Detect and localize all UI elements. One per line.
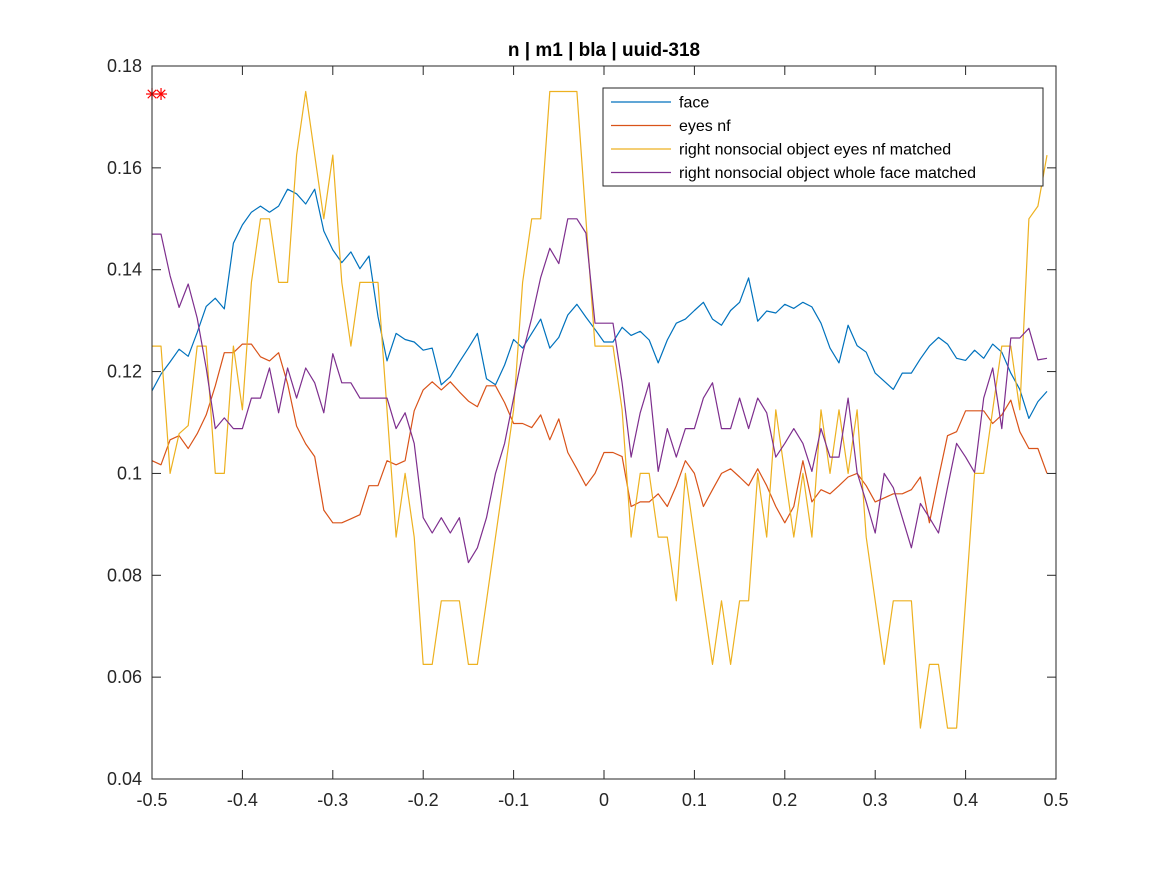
series-line-1 xyxy=(151,188,1048,419)
y-tick-label: 0.12 xyxy=(107,362,142,382)
legend-label: face xyxy=(679,95,709,112)
x-tick-label: 0.4 xyxy=(953,790,978,810)
x-tick-label: -0.5 xyxy=(136,790,167,810)
legend-entry: right nonsocial object eyes nf matched xyxy=(611,142,951,159)
legend-items: face eyes nf right nonsocial object eyes n… xyxy=(611,95,976,182)
y-axis: 0.04 0.06 0.08 0.1 0.12 0.14 0.16 0.18 xyxy=(107,56,1056,789)
series-layer xyxy=(151,90,1048,729)
series-line-2 xyxy=(151,343,1048,524)
legend: face eyes nf right nonsocial object eyes n… xyxy=(602,87,1044,187)
chart-title: n | m1 | bla | uuid-318 xyxy=(508,40,700,61)
legend-label: right nonsocial object whole face matche… xyxy=(679,165,976,182)
asterisk-marker xyxy=(155,88,168,101)
x-tick-label: 0.5 xyxy=(1043,790,1068,810)
series-line-3 xyxy=(152,90,1048,729)
x-tick-label: -0.4 xyxy=(227,790,258,810)
y-tick-label: 0.16 xyxy=(107,158,142,178)
legend-entry: face xyxy=(611,95,709,112)
x-tick-label: -0.1 xyxy=(498,790,529,810)
legend-label: eyes nf xyxy=(679,118,731,135)
x-tick-label: 0.3 xyxy=(863,790,888,810)
x-tick-label: 0.1 xyxy=(682,790,707,810)
x-tick-label: -0.3 xyxy=(317,790,348,810)
x-tick-label: 0.2 xyxy=(772,790,797,810)
y-tick-label: 0.06 xyxy=(107,667,142,687)
x-tick-label: -0.2 xyxy=(408,790,439,810)
legend-entry: eyes nf xyxy=(611,118,731,135)
x-tick-label: 0 xyxy=(599,790,609,810)
x-axis: -0.5 -0.4 -0.3 -0.2 -0.1 0 0.1 0.2 0.3 0.4 0.5 xyxy=(136,66,1069,810)
y-tick-label: 0.08 xyxy=(107,565,142,585)
series-line-4 xyxy=(152,218,1048,564)
y-tick-label: 0.14 xyxy=(107,260,142,280)
legend-box xyxy=(602,87,1044,187)
legend-label: right nonsocial object eyes nf matched xyxy=(679,142,951,159)
legend-entry: right nonsocial object whole face matche… xyxy=(611,165,976,182)
y-tick-label: 0.04 xyxy=(107,769,142,789)
y-tick-label: 0.1 xyxy=(117,463,142,483)
y-tick-label: 0.18 xyxy=(107,56,142,76)
